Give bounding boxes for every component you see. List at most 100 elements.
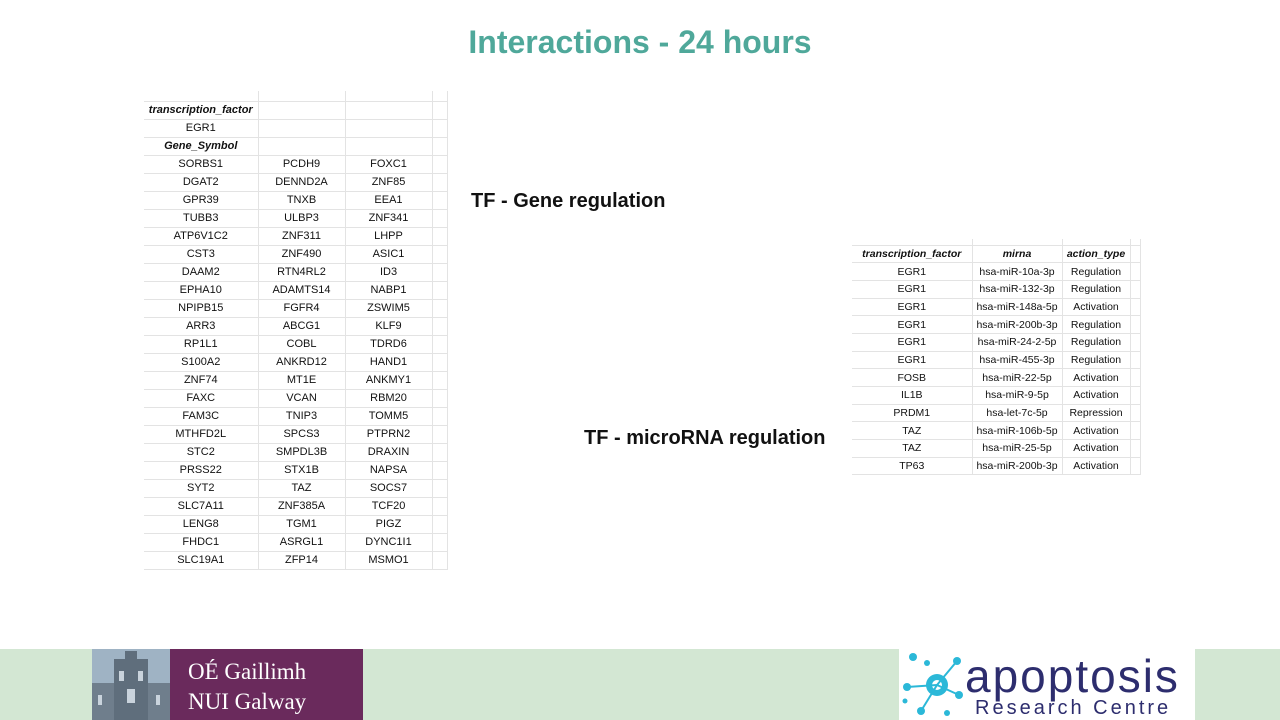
gene-cell-3-0: TUBB3 — [144, 209, 259, 228]
mirna-cell-7-1: hsa-miR-9-5p — [972, 386, 1063, 405]
mirna-row: PRDM1 hsa-let-7c-5p Repression — [852, 404, 1141, 423]
mirna-cell-4-2: Regulation — [1062, 333, 1131, 352]
gene-cell-17-2: NAPSA — [345, 461, 433, 480]
padding-cell — [432, 335, 448, 354]
mirna-cell-8-0: PRDM1 — [852, 404, 973, 423]
mirna-cell-7-2: Activation — [1062, 386, 1131, 405]
padding-cell — [1130, 351, 1141, 370]
gene-cell-0-1: PCDH9 — [258, 155, 346, 174]
nui-line-english: NUI Galway — [188, 689, 307, 714]
gene-table: transcription_factor EGR1 Gene_Symbol SO… — [144, 91, 448, 570]
padding-cell — [432, 173, 448, 192]
quadrangle-building-icon — [92, 649, 170, 720]
gene-row: SLC7A11 ZNF385A TCF20 — [144, 497, 448, 516]
gene-cell-21-2: DYNC1I1 — [345, 533, 433, 552]
gene-header-cell: Gene_Symbol — [144, 137, 259, 156]
padding-cell — [1130, 386, 1141, 405]
gene-cell-7-2: NABP1 — [345, 281, 433, 300]
gene-row: NPIPB15 FGFR4 ZSWIM5 — [144, 299, 448, 318]
gene-cell-13-2: RBM20 — [345, 389, 433, 408]
gene-row: DGAT2 DENND2A ZNF85 — [144, 173, 448, 192]
padding-cell — [1130, 262, 1141, 281]
gene-cell-21-1: ASRGL1 — [258, 533, 346, 552]
tf-header-row: transcription_factor — [144, 101, 448, 120]
padding-cell — [432, 479, 448, 498]
apoptosis-wordmark: apoptosis — [965, 650, 1180, 702]
mirna-cell-0-2: Regulation — [1062, 262, 1131, 281]
gene-cell-13-0: FAXC — [144, 389, 259, 408]
padding-cell — [432, 191, 448, 210]
gene-row: CST3 ZNF490 ASIC1 — [144, 245, 448, 264]
padding-cell — [1130, 421, 1141, 441]
gene-cell-11-0: S100A2 — [144, 353, 259, 372]
gene-cell-16-2: DRAXIN — [345, 443, 433, 462]
mirna-row: TP63 hsa-miR-200b-3p Activation — [852, 457, 1141, 476]
gene-cell-1-1: DENND2A — [258, 173, 346, 192]
mirna-cell-10-0: TAZ — [852, 439, 973, 458]
gene-row: GPR39 TNXB EEA1 — [144, 191, 448, 210]
mirna-row: EGR1 hsa-miR-200b-3p Regulation — [852, 315, 1141, 334]
mirna-row: FOSB hsa-miR-22-5p Activation — [852, 368, 1141, 387]
padding-cell — [432, 443, 448, 462]
gene-row: DAAM2 RTN4RL2 ID3 — [144, 263, 448, 282]
mirna-cell-6-2: Activation — [1062, 368, 1131, 387]
padding-cell — [432, 227, 448, 246]
gene-cell-17-1: STX1B — [258, 461, 346, 480]
gene-row: SORBS1 PCDH9 FOXC1 — [144, 155, 448, 174]
research-centre-wordmark: Research Centre — [975, 697, 1172, 719]
mirna-cell-10-2: Activation — [1062, 439, 1131, 458]
mirna-row: EGR1 hsa-miR-10a-3p Regulation — [852, 262, 1141, 281]
gene-cell-12-0: ZNF74 — [144, 371, 259, 390]
slide-title: Interactions - 24 hours — [468, 24, 812, 60]
gene-cell-11-2: HAND1 — [345, 353, 433, 372]
padding-cell — [1130, 457, 1141, 476]
padding-cell — [1130, 315, 1141, 334]
gene-cell-0-2: FOXC1 — [345, 155, 433, 174]
padding-cell — [1130, 298, 1141, 317]
mirna-cell-2-1: hsa-miR-148a-5p — [972, 298, 1063, 317]
gene-header-row: Gene_Symbol — [144, 137, 448, 156]
gene-cell-9-2: KLF9 — [345, 317, 433, 336]
gene-cell-12-2: ANKMY1 — [345, 371, 433, 390]
mirna-cell-1-0: EGR1 — [852, 280, 973, 299]
gene-cell-4-2: LHPP — [345, 227, 433, 246]
mirna-cell-7-0: IL1B — [852, 386, 973, 405]
gene-row: TUBB3 ULBP3 ZNF341 — [144, 209, 448, 228]
padding-cell — [1130, 333, 1141, 352]
mirna-row: EGR1 hsa-miR-24-2-5p Regulation — [852, 333, 1141, 352]
gene-row: LENG8 TGM1 PIGZ — [144, 515, 448, 534]
mirna-header-row: transcription_factor mirna action_type — [852, 245, 1141, 264]
gene-cell-20-1: TGM1 — [258, 515, 346, 534]
gene-cell-10-1: COBL — [258, 335, 346, 354]
gene-row: ZNF74 MT1E ANKMY1 — [144, 371, 448, 390]
padding-cell — [432, 425, 448, 444]
padding-cell — [1130, 280, 1141, 299]
gene-cell-22-0: SLC19A1 — [144, 551, 259, 570]
gene-row: ARR3 ABCG1 KLF9 — [144, 317, 448, 336]
nui-line-irish: OÉ Gaillimh — [188, 659, 307, 684]
gene-cell-20-0: LENG8 — [144, 515, 259, 534]
padding-cell — [432, 155, 448, 174]
gene-cell-15-1: SPCS3 — [258, 425, 346, 444]
gene-cell-2-2: EEA1 — [345, 191, 433, 210]
gene-cell-17-0: PRSS22 — [144, 461, 259, 480]
gene-cell-2-1: TNXB — [258, 191, 346, 210]
mirna-cell-4-1: hsa-miR-24-2-5p — [972, 333, 1063, 352]
gene-cell-4-1: ZNF311 — [258, 227, 346, 246]
padding-cell — [432, 245, 448, 264]
gene-cell-5-2: ASIC1 — [345, 245, 433, 264]
gene-row: PRSS22 STX1B NAPSA — [144, 461, 448, 480]
mirna-cell-5-0: EGR1 — [852, 351, 973, 370]
mirna-row: IL1B hsa-miR-9-5p Activation — [852, 386, 1141, 405]
gene-cell-9-1: ABCG1 — [258, 317, 346, 336]
molecule-icon — [902, 653, 963, 716]
mirna-row: EGR1 hsa-miR-132-3p Regulation — [852, 280, 1141, 299]
tf-value-cell: EGR1 — [144, 119, 259, 138]
mirna-cell-5-2: Regulation — [1062, 351, 1131, 370]
gene-row: ATP6V1C2 ZNF311 LHPP — [144, 227, 448, 246]
mirna-cell-2-0: EGR1 — [852, 298, 973, 317]
gene-row: EPHA10 ADAMTS14 NABP1 — [144, 281, 448, 300]
gene-cell-8-0: NPIPB15 — [144, 299, 259, 318]
mirna-header-mirna: mirna — [972, 245, 1063, 264]
padding-cell — [432, 371, 448, 390]
